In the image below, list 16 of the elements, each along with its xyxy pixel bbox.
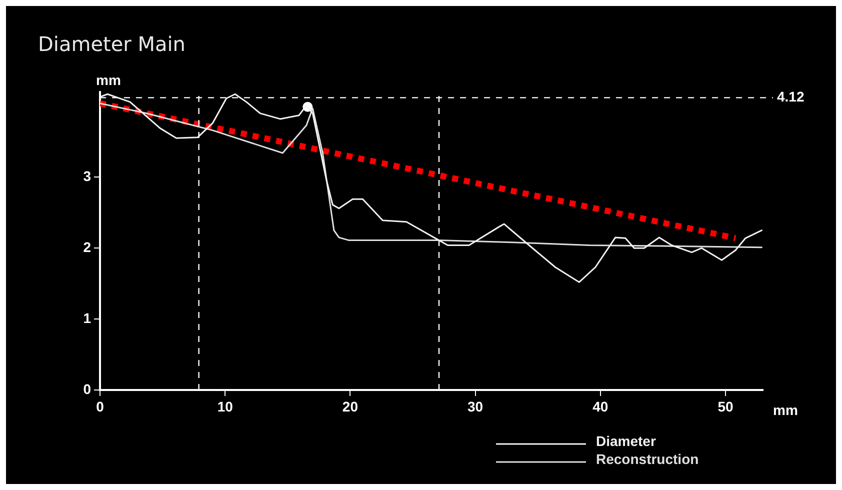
chart-title: Diameter Main bbox=[38, 32, 186, 56]
x-tick-label: 30 bbox=[467, 398, 484, 414]
y-tick-label: 3 bbox=[83, 168, 92, 184]
x-tick-label: 50 bbox=[718, 398, 734, 414]
y-tick-label: 1 bbox=[83, 310, 92, 326]
x-tick-label: 40 bbox=[592, 398, 608, 414]
x-tick-label: 10 bbox=[217, 398, 234, 414]
text: Diameter bbox=[596, 432, 656, 449]
x-tick-label: 0 bbox=[96, 398, 104, 414]
text: Reconstruction bbox=[596, 450, 699, 467]
ref-line-label: 4.12 bbox=[777, 88, 804, 105]
x-axis-title: mm bbox=[773, 402, 798, 418]
y-tick-label: 2 bbox=[83, 238, 92, 255]
y-tick-label: 0 bbox=[83, 380, 92, 397]
x-tick-label: 20 bbox=[342, 398, 358, 414]
y-axis-title: mm bbox=[96, 72, 121, 88]
